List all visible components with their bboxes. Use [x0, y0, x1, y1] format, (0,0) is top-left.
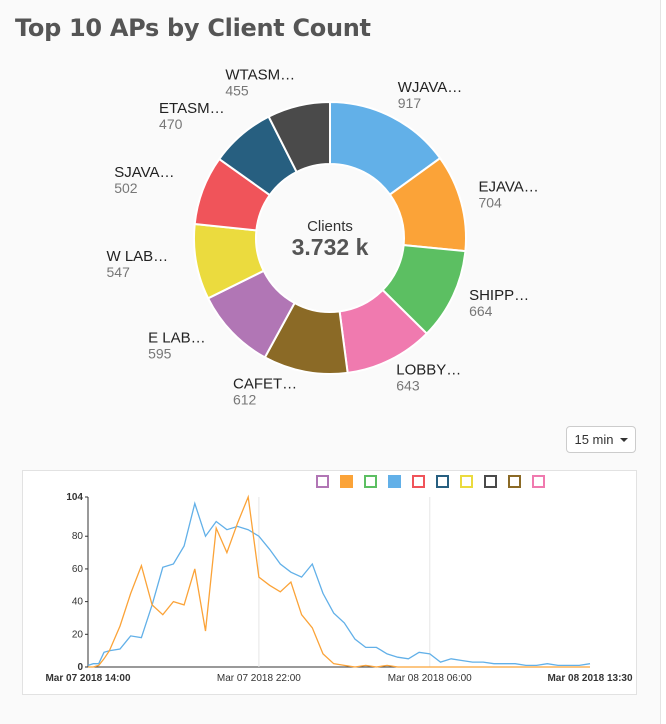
slice-label: LOBBY… [396, 362, 461, 379]
slice-label: E LAB… [148, 329, 206, 346]
slice-label: SHIPP… [469, 287, 529, 304]
slice-value: 643 [396, 378, 420, 394]
legend-swatch[interactable] [316, 475, 329, 488]
slice-value: 612 [233, 391, 257, 407]
chevron-down-icon [619, 437, 628, 442]
legend-swatch[interactable] [484, 475, 497, 488]
interval-dropdown[interactable]: 15 min [566, 426, 636, 453]
widget-title: Top 10 APs by Client Count [15, 14, 371, 42]
slice-value: 455 [225, 82, 249, 98]
slice-label: WJAVA… [398, 79, 462, 96]
center-label: Clients [307, 218, 353, 235]
slice-value: 704 [478, 195, 502, 211]
slice-value: 917 [398, 95, 422, 111]
slice-label: SJAVA… [114, 164, 174, 181]
legend-swatch[interactable] [508, 475, 521, 488]
legend-swatch[interactable] [436, 475, 449, 488]
slice-value: 664 [469, 303, 493, 319]
slice-label: ETASM… [159, 100, 225, 117]
slice-value: 595 [148, 345, 172, 361]
slice-value: 502 [114, 180, 138, 196]
donut-chart: WJAVA…917 EJAVA…704 SHIPP…664 LOBBY…643 CAFE… [107, 66, 539, 407]
legend-swatch[interactable] [532, 475, 545, 488]
line-chart-container [22, 470, 637, 695]
slice-value: 547 [107, 264, 131, 280]
series-legend [316, 475, 545, 488]
slice-value: 470 [159, 116, 183, 132]
legend-swatch[interactable] [388, 475, 401, 488]
legend-swatch[interactable] [460, 475, 473, 488]
legend-swatch[interactable] [412, 475, 425, 488]
slice-label: WTASM… [225, 66, 295, 83]
interval-label: 15 min [574, 432, 614, 447]
center-value: 3.732 k [292, 234, 369, 260]
slice-label: CAFET… [233, 375, 297, 392]
slice-label: W LAB… [107, 248, 169, 265]
legend-swatch[interactable] [340, 475, 353, 488]
donut-slice[interactable] [267, 100, 331, 174]
legend-swatch[interactable] [364, 475, 377, 488]
slice-label: EJAVA… [478, 179, 538, 196]
